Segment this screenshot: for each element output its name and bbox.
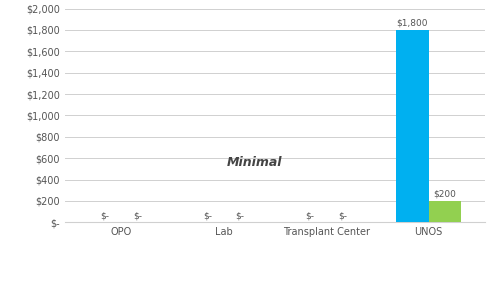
Text: $-: $- [236, 211, 244, 220]
Text: $-: $- [338, 211, 347, 220]
Bar [428, 201, 462, 222]
Bar [396, 30, 428, 222]
Text: $-: $- [100, 211, 110, 220]
Text: $-: $- [203, 211, 212, 220]
Text: $1,800: $1,800 [396, 18, 428, 27]
Text: Minimal: Minimal [227, 156, 282, 169]
Text: $-: $- [133, 211, 142, 220]
Legend: Mean Implementation, Mean Annual Recurring: Mean Implementation, Mean Annual Recurri… [111, 282, 372, 285]
Text: $200: $200 [434, 189, 456, 198]
Text: $-: $- [306, 211, 314, 220]
